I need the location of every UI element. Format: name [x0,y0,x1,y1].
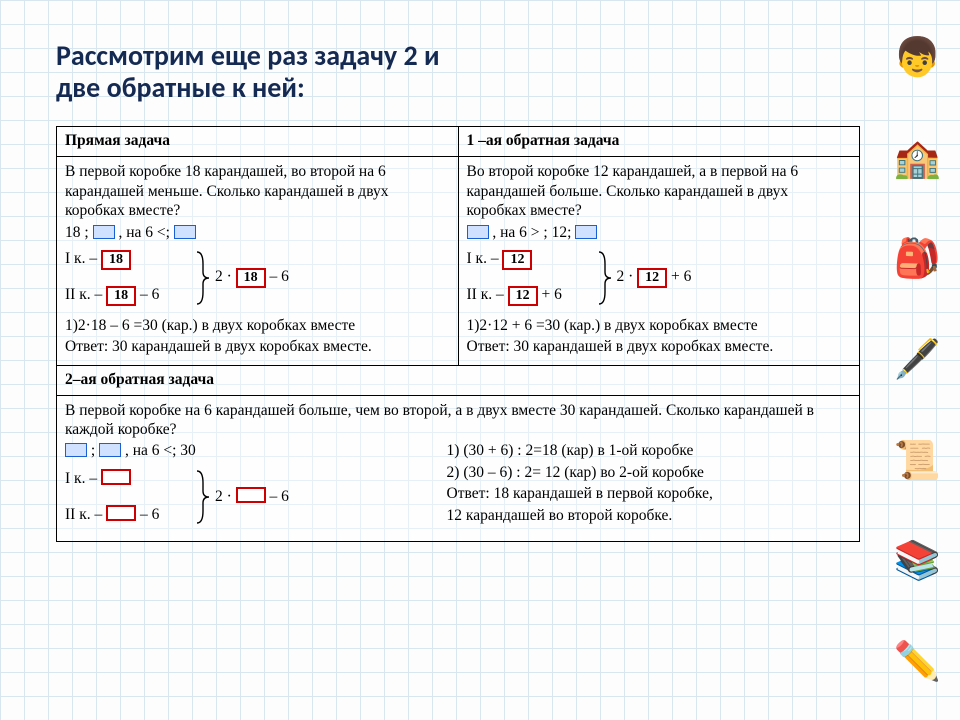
inverse1-text: Во второй коробке 12 карандашей, а в пер… [467,162,852,220]
brace-icon [195,250,211,306]
header-inverse1: 1 –ая обратная задача [458,127,860,157]
decor-icon: 🏫 [894,140,941,178]
num-box: 18 [106,286,136,306]
inverse2-calc2: 2) (30 – 6) : 2= 12 (кар) во 2-ой коробк… [447,463,851,482]
inverse1-answer: Ответ: 30 карандашей в двух коробках вме… [467,337,852,356]
direct-calc: 1)2·18 – 6 =30 (кар.) в двух коробках вм… [65,316,450,335]
sidebar-decor: 👦 🏫 🎒 🖋️ 📜 📚 ✏️ [875,0,960,720]
empty-box [236,487,266,503]
header-direct: Прямая задача [57,127,459,157]
diagram-rhs: 2 · 18 – 6 [215,268,289,288]
num-box: 18 [236,268,266,288]
direct-diagram: I к. – 18 II к. – 18 – 6 2 · 18 – [65,246,450,312]
title-line-2: две обратные к ней: [56,70,305,105]
inverse1-given: , на 6 > ; 12; [467,223,852,242]
num-box: 12 [637,268,667,288]
header-inverse2: 2–ая обратная задача [57,365,860,395]
inverse2-answer2: 12 карандашей во второй коробке. [447,506,851,525]
page-content: Рассмотрим еще раз задачу 2 и две обратн… [0,0,960,562]
decor-icon: 🖋️ [894,341,941,379]
inverse2-text: В первой коробке на 6 карандашей больше,… [65,401,851,440]
cell-direct: В первой коробке 18 карандашей, во второ… [57,157,459,365]
brace-icon [597,250,613,306]
inverse2-diagram: I к. – II к. – – 6 [65,465,427,531]
inverse1-calc: 1)2·12 + 6 =30 (кар.) в двух коробках вм… [467,316,852,335]
decor-icon: 📚 [894,542,941,580]
decor-icon: 🎒 [894,240,941,278]
direct-text: В первой коробке 18 карандашей, во второ… [65,162,450,220]
num-box: 18 [101,250,131,270]
problems-table: Прямая задача 1 –ая обратная задача В пе… [56,126,860,541]
num-box: 12 [502,250,532,270]
page-title: Рассмотрим еще раз задачу 2 и две обратн… [56,40,860,104]
diagram-rhs: 2 · 12 + 6 [617,268,692,288]
direct-answer: Ответ: 30 карандашей в двух коробках вме… [65,337,450,356]
num-box: 12 [508,286,538,306]
empty-box [101,469,131,485]
square-icon [93,225,115,239]
inverse2-answer1: Ответ: 18 карандашей в первой коробке, [447,484,851,503]
empty-box [106,505,136,521]
brace-icon [195,469,211,525]
inverse2-given: ; , на 6 <; 30 [65,441,427,460]
square-icon [99,443,121,457]
inverse2-calc1: 1) (30 + 6) : 2=18 (кар) в 1-ой коробке [447,441,851,460]
inverse1-diagram: I к. – 12 II к. – 12 + 6 2 · 12 + [467,246,852,312]
decor-icon: ✏️ [894,643,941,681]
title-line-1: Рассмотрим еще раз задачу 2 и [56,38,440,73]
decor-icon: 📜 [894,442,941,480]
square-icon [65,443,87,457]
square-icon [174,225,196,239]
square-icon [575,225,597,239]
square-icon [467,225,489,239]
cell-inverse1: Во второй коробке 12 карандашей, а в пер… [458,157,860,365]
decor-icon: 👦 [894,39,941,77]
cell-inverse2: В первой коробке на 6 карандашей больше,… [57,395,860,541]
diagram-rhs: 2 · – 6 [215,487,289,506]
direct-given: 18 ; , на 6 <; [65,223,450,242]
